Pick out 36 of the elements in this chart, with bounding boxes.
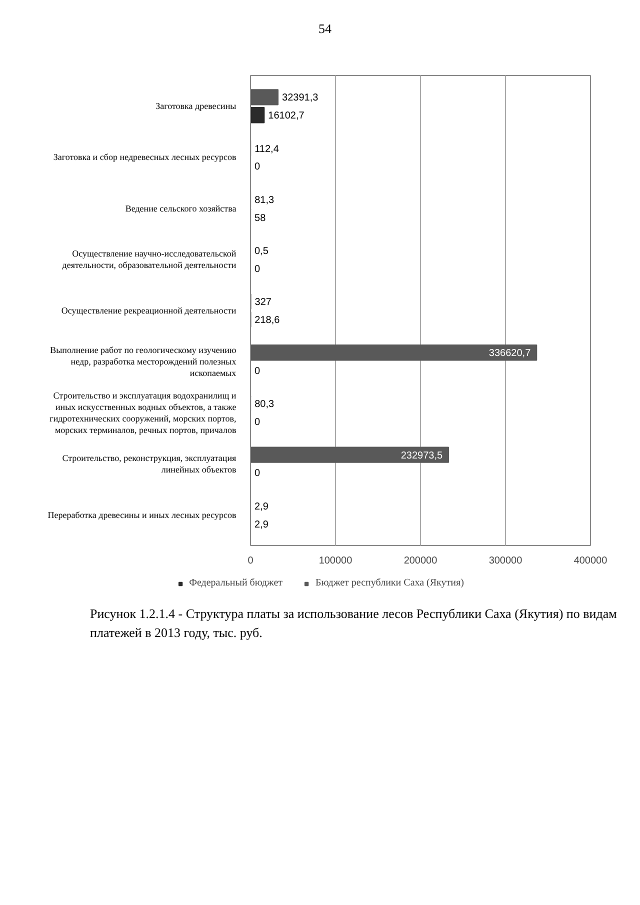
data-label: 32391,3 <box>282 92 319 104</box>
y-tick-label: Заготовка и сбор недревесных лесных ресурсов <box>53 152 236 162</box>
x-tick-label: 0 <box>248 556 254 566</box>
data-label: 0 <box>254 264 260 275</box>
data-label: 58 <box>254 212 266 224</box>
legend-label: Федеральный бюджет <box>189 578 283 588</box>
y-tick-label: Осуществление рекреационной деятельности <box>61 306 236 316</box>
text: Рисунок 1.2.1.4 - Структура платы за использование лесов Республики Саха (Якутия) по видам платежей в 2013 году, тыс. руб. <box>90 605 618 642</box>
x-tick-label: 200000 <box>404 556 438 566</box>
y-tick-label: Строительство, реконструкция, эксплуатация линейных объектов <box>62 453 236 475</box>
data-label: 81,3 <box>254 194 274 206</box>
data-label: 232973,5 <box>400 450 443 462</box>
data-label: 327 <box>254 297 272 308</box>
data-label: 0 <box>254 468 260 480</box>
legend-label: Бюджет республики Саха (Якутия) <box>316 578 464 588</box>
data-label: 218,6 <box>254 314 280 326</box>
y-tick-label: Строительство и эксплуатация водохранилищ и иных искусственных водных объектов, а также гидротехнических сооружений, морских портов, морских терминалов, речных портов, причалов <box>50 390 236 435</box>
data-label: 80,3 <box>254 399 274 410</box>
data-label: 0 <box>254 366 260 378</box>
y-tick-label: Переработка древесины и иных лесных ресурсов <box>48 510 236 520</box>
y-tick-label: Осуществление научно-исследовательской деятельности, образовательной деятельности <box>62 248 236 270</box>
y-tick-label: Ведение сельского хозяйства <box>125 203 236 214</box>
x-tick-label: 100000 <box>318 556 353 566</box>
data-label: 112,4 <box>254 144 280 155</box>
data-label: 336620,7 <box>488 348 532 360</box>
data-label: 0 <box>254 417 260 428</box>
y-tick-label: Заготовка древесины <box>156 101 236 112</box>
data-label: 2,9 <box>254 501 269 512</box>
x-tick-label: 300000 <box>488 556 523 566</box>
data-label: 16102,7 <box>268 110 305 122</box>
data-label: 2,9 <box>254 519 269 530</box>
data-label: 0 <box>254 162 260 173</box>
x-tick-label: 400000 <box>574 556 608 566</box>
y-tick-label: Выполнение работ по геологическому изучению недр, разработка месторождений полезных ископаемых <box>50 345 237 378</box>
data-label: 0,5 <box>254 246 269 257</box>
text: 54 <box>318 20 332 38</box>
